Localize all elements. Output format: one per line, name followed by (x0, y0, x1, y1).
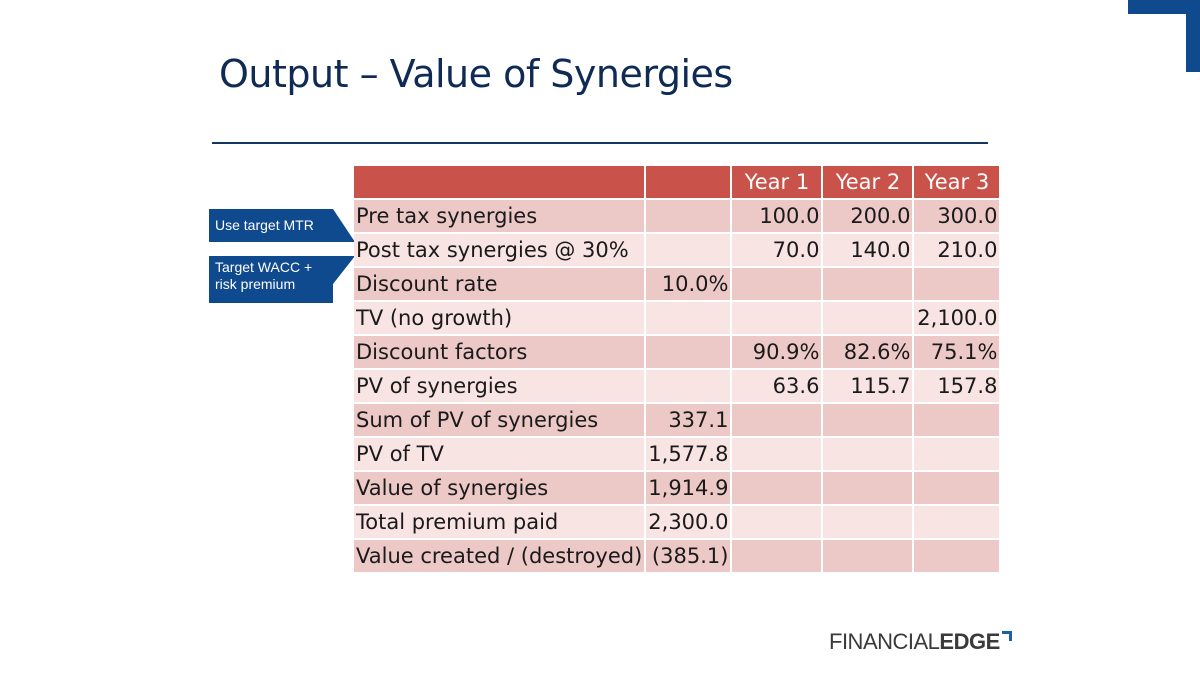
total-cell (646, 370, 731, 402)
total-cell: 10.0% (646, 268, 731, 300)
year-1-cell (732, 540, 822, 572)
header-year-1: Year 1 (732, 166, 822, 198)
callout-target-mtr: Use target MTR (209, 209, 333, 242)
slide-title: Output – Value of Synergies (219, 52, 733, 96)
year-2-cell (823, 302, 913, 334)
year-1-cell: 100.0 (732, 200, 822, 232)
logo-text-financial: FINANCIAL (829, 629, 940, 654)
year-2-cell: 115.7 (823, 370, 913, 402)
table-row: Post tax synergies @ 30% 70.0 140.0 210.… (354, 234, 1000, 266)
header-year-3: Year 3 (914, 166, 1000, 198)
year-2-cell (823, 404, 913, 436)
total-cell (646, 302, 731, 334)
year-2-cell (823, 472, 913, 504)
year-1-cell (732, 472, 822, 504)
year-2-cell (823, 540, 913, 572)
table-header-row: Year 1 Year 2 Year 3 (354, 166, 1000, 198)
table-row: Pre tax synergies 100.0 200.0 300.0 (354, 200, 1000, 232)
row-label: Discount rate (354, 268, 645, 300)
year-3-cell: 300.0 (914, 200, 1000, 232)
row-label: TV (no growth) (354, 302, 645, 334)
year-1-cell: 90.9% (732, 336, 822, 368)
year-1-cell (732, 302, 822, 334)
year-2-cell (823, 438, 913, 470)
row-label: Value created / (destroyed) (354, 540, 645, 572)
callout-pointer-2 (333, 256, 355, 284)
year-3-cell (914, 506, 1000, 538)
year-3-cell: 2,100.0 (914, 302, 1000, 334)
row-label: Discount factors (354, 336, 645, 368)
table-row: TV (no growth) 2,100.0 (354, 302, 1000, 334)
total-cell: (385.1) (646, 540, 731, 572)
row-label: PV of TV (354, 438, 645, 470)
title-divider (212, 142, 988, 144)
header-cell (646, 166, 731, 198)
year-1-cell: 63.6 (732, 370, 822, 402)
year-2-cell: 82.6% (823, 336, 913, 368)
year-2-cell: 200.0 (823, 200, 913, 232)
year-2-cell: 140.0 (823, 234, 913, 266)
total-cell (646, 200, 731, 232)
header-year-2: Year 2 (823, 166, 913, 198)
row-label: Total premium paid (354, 506, 645, 538)
table-row: Total premium paid 2,300.0 (354, 506, 1000, 538)
year-3-cell: 157.8 (914, 370, 1000, 402)
year-3-cell: 210.0 (914, 234, 1000, 266)
total-cell: 1,577.8 (646, 438, 731, 470)
table-row: Value of synergies 1,914.9 (354, 472, 1000, 504)
year-1-cell: 70.0 (732, 234, 822, 266)
total-cell (646, 234, 731, 266)
total-cell: 337.1 (646, 404, 731, 436)
year-3-cell (914, 404, 1000, 436)
row-label: Pre tax synergies (354, 200, 645, 232)
year-3-cell (914, 268, 1000, 300)
total-cell (646, 336, 731, 368)
corner-accent (1128, 0, 1200, 72)
callout-target-wacc: Target WACC + risk premium (209, 256, 333, 303)
year-2-cell (823, 506, 913, 538)
year-1-cell (732, 404, 822, 436)
year-3-cell (914, 472, 1000, 504)
year-3-cell (914, 540, 1000, 572)
row-label: PV of synergies (354, 370, 645, 402)
row-label: Sum of PV of synergies (354, 404, 645, 436)
total-cell: 1,914.9 (646, 472, 731, 504)
year-2-cell (823, 268, 913, 300)
total-cell: 2,300.0 (646, 506, 731, 538)
year-3-cell: 75.1% (914, 336, 1000, 368)
table-row: Value created / (destroyed) (385.1) (354, 540, 1000, 572)
synergies-table: Year 1 Year 2 Year 3 Pre tax synergies 1… (352, 164, 1001, 574)
row-label: Post tax synergies @ 30% (354, 234, 645, 266)
row-label: Value of synergies (354, 472, 645, 504)
callout-pointer-1 (333, 209, 355, 242)
logo-mark-icon (1001, 631, 1012, 641)
year-1-cell (732, 506, 822, 538)
table-row: Discount rate 10.0% (354, 268, 1000, 300)
year-1-cell (732, 438, 822, 470)
header-cell (354, 166, 645, 198)
table-row: PV of TV 1,577.8 (354, 438, 1000, 470)
table-row: PV of synergies 63.6 115.7 157.8 (354, 370, 1000, 402)
financial-edge-logo: FINANCIAL EDGE (829, 629, 1012, 655)
year-1-cell (732, 268, 822, 300)
year-3-cell (914, 438, 1000, 470)
logo-text-edge: EDGE (939, 629, 1000, 654)
table-row: Discount factors 90.9% 82.6% 75.1% (354, 336, 1000, 368)
table-row: Sum of PV of synergies 337.1 (354, 404, 1000, 436)
